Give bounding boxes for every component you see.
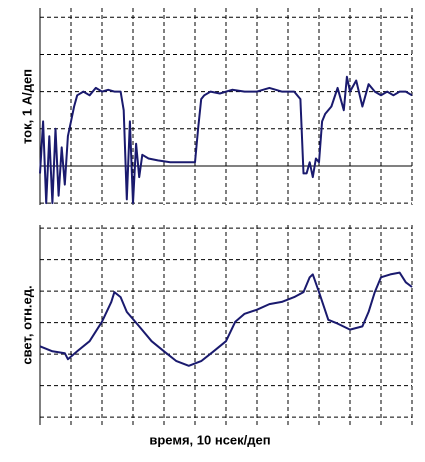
y-axis-label: ток, 1 А/деп [19,69,34,144]
y-axis-label: свет, отн.ед. [19,285,34,364]
x-axis-label: время, 10 нсек/деп [149,432,270,447]
trace [39,75,413,205]
trace [39,271,413,367]
